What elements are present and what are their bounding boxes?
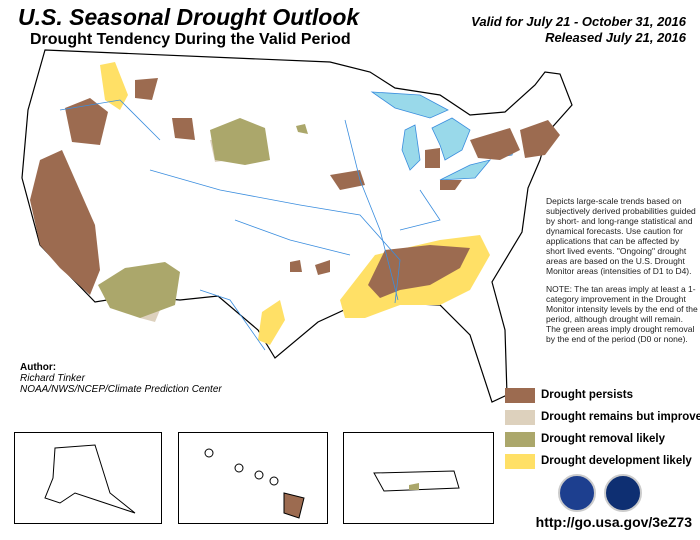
- valid-period: Valid for July 21 - October 31, 2016: [471, 14, 686, 29]
- author-name: Richard Tinker: [20, 373, 85, 384]
- drought-persists-core: [368, 245, 470, 298]
- valid-dates: Valid for July 21 - October 31, 2016 Rel…: [471, 14, 686, 46]
- author-heading: Author:: [20, 362, 57, 373]
- map-title: U.S. Seasonal Drought Outlook: [18, 4, 360, 30]
- note-text: NOTE: The tan areas imply at least a 1-c…: [546, 284, 698, 344]
- release-date: Released July 21, 2016: [545, 30, 686, 45]
- legend-label: Drought development likely: [541, 455, 692, 467]
- description-text: Depicts large-scale trends based on subj…: [546, 196, 696, 276]
- rivers: [59, 99, 441, 351]
- legend-item-development: Drought development likely: [505, 450, 700, 472]
- legend-swatch: [505, 453, 535, 469]
- alaska-inset: [14, 432, 162, 524]
- puerto-rico-inset: [343, 432, 494, 524]
- drought-removal-areas: [98, 118, 308, 318]
- legend-swatch: [505, 409, 535, 425]
- legend-swatch: [505, 431, 535, 447]
- author-block: Author: Richard Tinker NOAA/NWS/NCEP/Cli…: [20, 362, 222, 395]
- legend-swatch: [505, 387, 535, 403]
- hawaii-inset: [178, 432, 328, 524]
- legend: Drought persists Drought remains but imp…: [505, 384, 700, 472]
- legend-label: Drought persists: [541, 389, 634, 401]
- legend-label: Drought remains but improves: [541, 411, 700, 423]
- explanation-column: Depicts large-scale trends based on subj…: [546, 196, 698, 344]
- legend-item-persists: Drought persists: [505, 384, 700, 406]
- legend-item-improves: Drought remains but improves: [505, 406, 700, 428]
- author-org: NOAA/NWS/NCEP/Climate Prediction Center: [20, 384, 222, 395]
- legend-item-removal: Drought removal likely: [505, 428, 700, 450]
- map-subtitle: Drought Tendency During the Valid Period: [30, 31, 351, 48]
- legend-label: Drought removal likely: [541, 433, 665, 445]
- nws-logo: [604, 474, 642, 512]
- noaa-logo: [558, 474, 596, 512]
- drought-persists-areas: [30, 78, 560, 295]
- url-link[interactable]: http://go.usa.gov/3eZ73: [535, 514, 692, 530]
